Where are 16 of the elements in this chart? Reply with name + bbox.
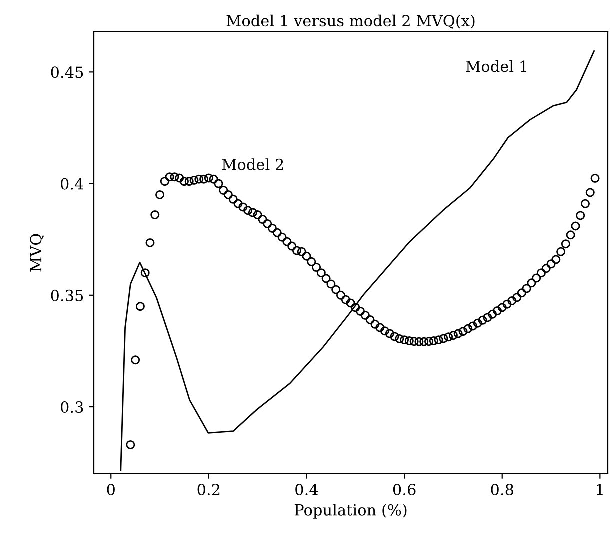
x-axis-title: Population (%) [294, 504, 407, 519]
y-tick-label: 0.35 [51, 290, 84, 302]
y-tick-label: 0.4 [60, 178, 84, 190]
x-tick-label: 0.8 [491, 484, 514, 496]
y-axis-title: MVQ [30, 234, 44, 272]
x-tick-label: 1 [597, 484, 603, 496]
x-tick-label: 0.6 [393, 484, 416, 496]
line-series [120, 50, 595, 472]
x-tick-label: 0.2 [198, 484, 220, 496]
chart-title: Model 1 versus model 2 MVQ(x) [226, 14, 475, 29]
text: Model 1 [466, 60, 526, 72]
y-tick-label: 0.45 [51, 66, 84, 78]
series-label: Model 2 [222, 158, 284, 170]
x-tick-label: 0.4 [296, 484, 318, 496]
x-tick-label: 0 [107, 484, 115, 496]
y-tick-label: 0.3 [60, 401, 84, 414]
